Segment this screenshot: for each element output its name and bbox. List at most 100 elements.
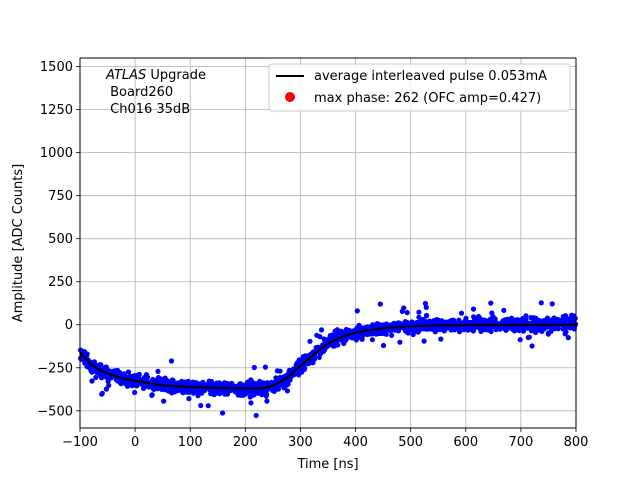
scatter-point xyxy=(253,381,259,387)
scatter-point xyxy=(562,313,569,319)
scatter-point xyxy=(117,378,123,384)
scatter-point xyxy=(135,372,141,378)
scatter-point xyxy=(107,375,114,381)
scatter-point xyxy=(106,382,112,388)
scatter-point xyxy=(461,327,467,333)
scatter-point xyxy=(332,343,338,349)
scatter-point xyxy=(538,300,544,306)
scatter-point xyxy=(552,325,558,331)
scatter-point xyxy=(359,336,365,342)
scatter-point xyxy=(141,385,147,391)
scatter-point xyxy=(296,357,302,363)
scatter-point xyxy=(362,325,368,331)
scatter-point xyxy=(423,319,429,325)
scatter-point xyxy=(216,380,222,386)
scatter-point xyxy=(499,325,505,331)
x-tick-label: −100 xyxy=(62,435,98,450)
scatter-point xyxy=(456,329,463,335)
scatter-point xyxy=(470,306,477,312)
y-tick-label: −500 xyxy=(37,404,73,419)
scatter-points xyxy=(77,300,579,419)
scatter-point xyxy=(397,339,403,345)
scatter-point xyxy=(367,331,373,337)
scatter-point xyxy=(220,410,226,416)
scatter-point xyxy=(218,389,224,395)
scatter-point xyxy=(541,326,547,332)
scatter-point xyxy=(262,364,268,370)
scatter-point xyxy=(389,332,395,338)
scatter-point xyxy=(404,319,410,326)
scatter-point xyxy=(149,392,155,398)
scatter-point xyxy=(511,328,518,334)
scatter-point xyxy=(401,305,407,311)
scatter-point xyxy=(377,322,383,328)
scatter-point xyxy=(229,380,235,386)
scatter-point xyxy=(451,317,457,323)
scatter-point xyxy=(343,326,349,333)
scatter-point xyxy=(302,353,308,359)
x-tick-label: 100 xyxy=(178,435,203,450)
scatter-point xyxy=(121,373,127,379)
scatter-point xyxy=(203,382,209,388)
scatter-point xyxy=(373,331,379,337)
y-tick-label: 1250 xyxy=(40,103,73,118)
scatter-point xyxy=(253,412,259,419)
scatter-point xyxy=(247,394,253,400)
scatter-point xyxy=(159,386,165,392)
legend-label-pulse: average interleaved pulse 0.053mA xyxy=(314,69,547,84)
scatter-point xyxy=(338,331,344,337)
scatter-point xyxy=(89,378,95,384)
scatter-point xyxy=(501,307,507,313)
scatter-point xyxy=(212,387,218,393)
legend-label-phase: max phase: 262 (OFC amp=0.427) xyxy=(314,91,541,106)
scatter-point xyxy=(529,343,535,349)
y-ticks: −500 −250 0 250 500 750 1000 1250 1500 xyxy=(37,60,80,419)
scatter-point xyxy=(377,301,383,307)
scatter-point xyxy=(97,364,103,370)
scatter-point xyxy=(503,327,509,333)
scatter-point xyxy=(170,387,176,393)
scatter-point xyxy=(470,328,476,334)
annotation: ATLAS Upgrade Board260 Ch016 35dB xyxy=(105,68,206,117)
scatter-point xyxy=(180,390,186,396)
scatter-point xyxy=(423,304,429,310)
scatter-point xyxy=(520,316,526,322)
scatter-point xyxy=(528,315,534,321)
x-ticks: −100 0 100 200 300 400 500 600 700 800 xyxy=(62,428,588,450)
scatter-point xyxy=(545,330,552,336)
annotation-board: Board260 xyxy=(106,85,173,100)
scatter-point xyxy=(416,309,422,315)
scatter-point xyxy=(257,378,263,384)
legend-marker-swatch xyxy=(285,92,295,102)
scatter-point xyxy=(300,367,306,373)
scatter-point xyxy=(404,310,410,316)
scatter-point xyxy=(248,400,254,406)
annotation-channel: Ch016 35dB xyxy=(106,102,190,117)
x-tick-label: 0 xyxy=(131,435,139,450)
scatter-point xyxy=(199,390,205,396)
scatter-point xyxy=(253,388,259,394)
plot-frame xyxy=(79,57,577,429)
svg-text:ATLAS Upgrade: ATLAS Upgrade xyxy=(105,68,206,83)
scatter-point xyxy=(478,326,484,333)
scatter-point xyxy=(550,316,557,322)
scatter-point xyxy=(424,312,430,318)
scatter-point xyxy=(418,318,424,324)
x-tick-label: 500 xyxy=(398,435,423,450)
scatter-point xyxy=(132,389,138,396)
annotation-upgrade: Upgrade xyxy=(146,68,206,83)
y-tick-label: 500 xyxy=(48,232,73,247)
scatter-point xyxy=(354,308,360,314)
scatter-point xyxy=(307,338,313,344)
scatter-point xyxy=(488,300,494,306)
scatter-point xyxy=(99,390,105,396)
scatter-point xyxy=(471,314,477,320)
x-tick-label: 400 xyxy=(343,435,368,450)
scatter-point xyxy=(568,314,575,320)
scatter-point xyxy=(78,355,84,361)
scatter-point xyxy=(224,391,231,397)
scatter-point xyxy=(422,300,428,307)
scatter-point xyxy=(530,326,536,332)
y-tick-label: −250 xyxy=(37,361,73,376)
